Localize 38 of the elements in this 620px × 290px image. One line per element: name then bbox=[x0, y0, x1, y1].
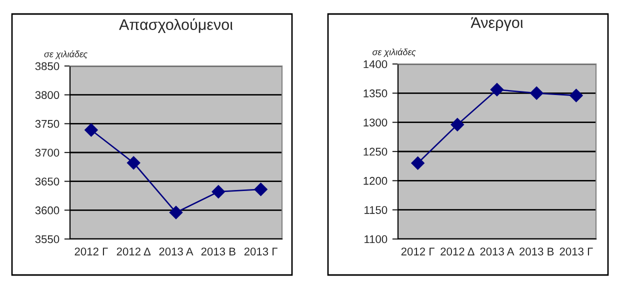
point bbox=[530, 86, 544, 100]
point bbox=[570, 88, 583, 102]
y-tick-label: 1350 bbox=[364, 89, 388, 98]
y-tick-label: 3550 bbox=[35, 235, 60, 244]
y-axis-title: σε χιλιάδες bbox=[372, 48, 416, 57]
y-tick-label: 3700 bbox=[35, 148, 60, 157]
x-tick-label: 2013 Γ bbox=[560, 248, 593, 256]
point bbox=[450, 118, 464, 132]
point bbox=[254, 182, 268, 196]
y-tick-label: 1250 bbox=[364, 148, 388, 156]
x-tick-label: 2012 Δ bbox=[440, 248, 474, 256]
x-tick-label: 2013 Α bbox=[159, 248, 194, 256]
point bbox=[212, 185, 225, 198]
x-tick-label: 2013 Β bbox=[201, 248, 236, 256]
y-axis-title: σε χιλιάδες bbox=[44, 50, 88, 60]
x-tick-label: 2013 Α bbox=[480, 248, 514, 256]
y-tick-label: 1200 bbox=[364, 176, 388, 185]
x-tick-label: 2013 Β bbox=[520, 248, 554, 256]
chart-title: Άνεργοι bbox=[470, 17, 523, 32]
chart-title: Απασχολούμενοι bbox=[119, 18, 233, 34]
y-tick-label: 3600 bbox=[35, 206, 60, 214]
y-tick-label: 3850 bbox=[35, 62, 60, 70]
x-tick-label: 2012 Γ bbox=[401, 248, 434, 256]
point bbox=[84, 123, 98, 137]
x-tick-label: 2012 Δ bbox=[116, 248, 151, 256]
x-tick-label: 2012 Γ bbox=[74, 248, 108, 256]
y-tick-label: 1300 bbox=[364, 118, 388, 126]
point bbox=[490, 83, 504, 96]
y-tick-label: 3800 bbox=[35, 91, 60, 99]
y-tick-label: 1150 bbox=[364, 206, 388, 214]
y-tick-label: 3650 bbox=[35, 178, 60, 186]
point bbox=[169, 206, 183, 220]
point bbox=[127, 156, 140, 170]
y-tick-label: 1100 bbox=[364, 235, 388, 244]
y-tick-label: 1400 bbox=[364, 60, 388, 68]
x-tick-label: 2013 Γ bbox=[244, 248, 278, 256]
point bbox=[411, 156, 424, 170]
y-tick-label: 3750 bbox=[35, 120, 60, 128]
